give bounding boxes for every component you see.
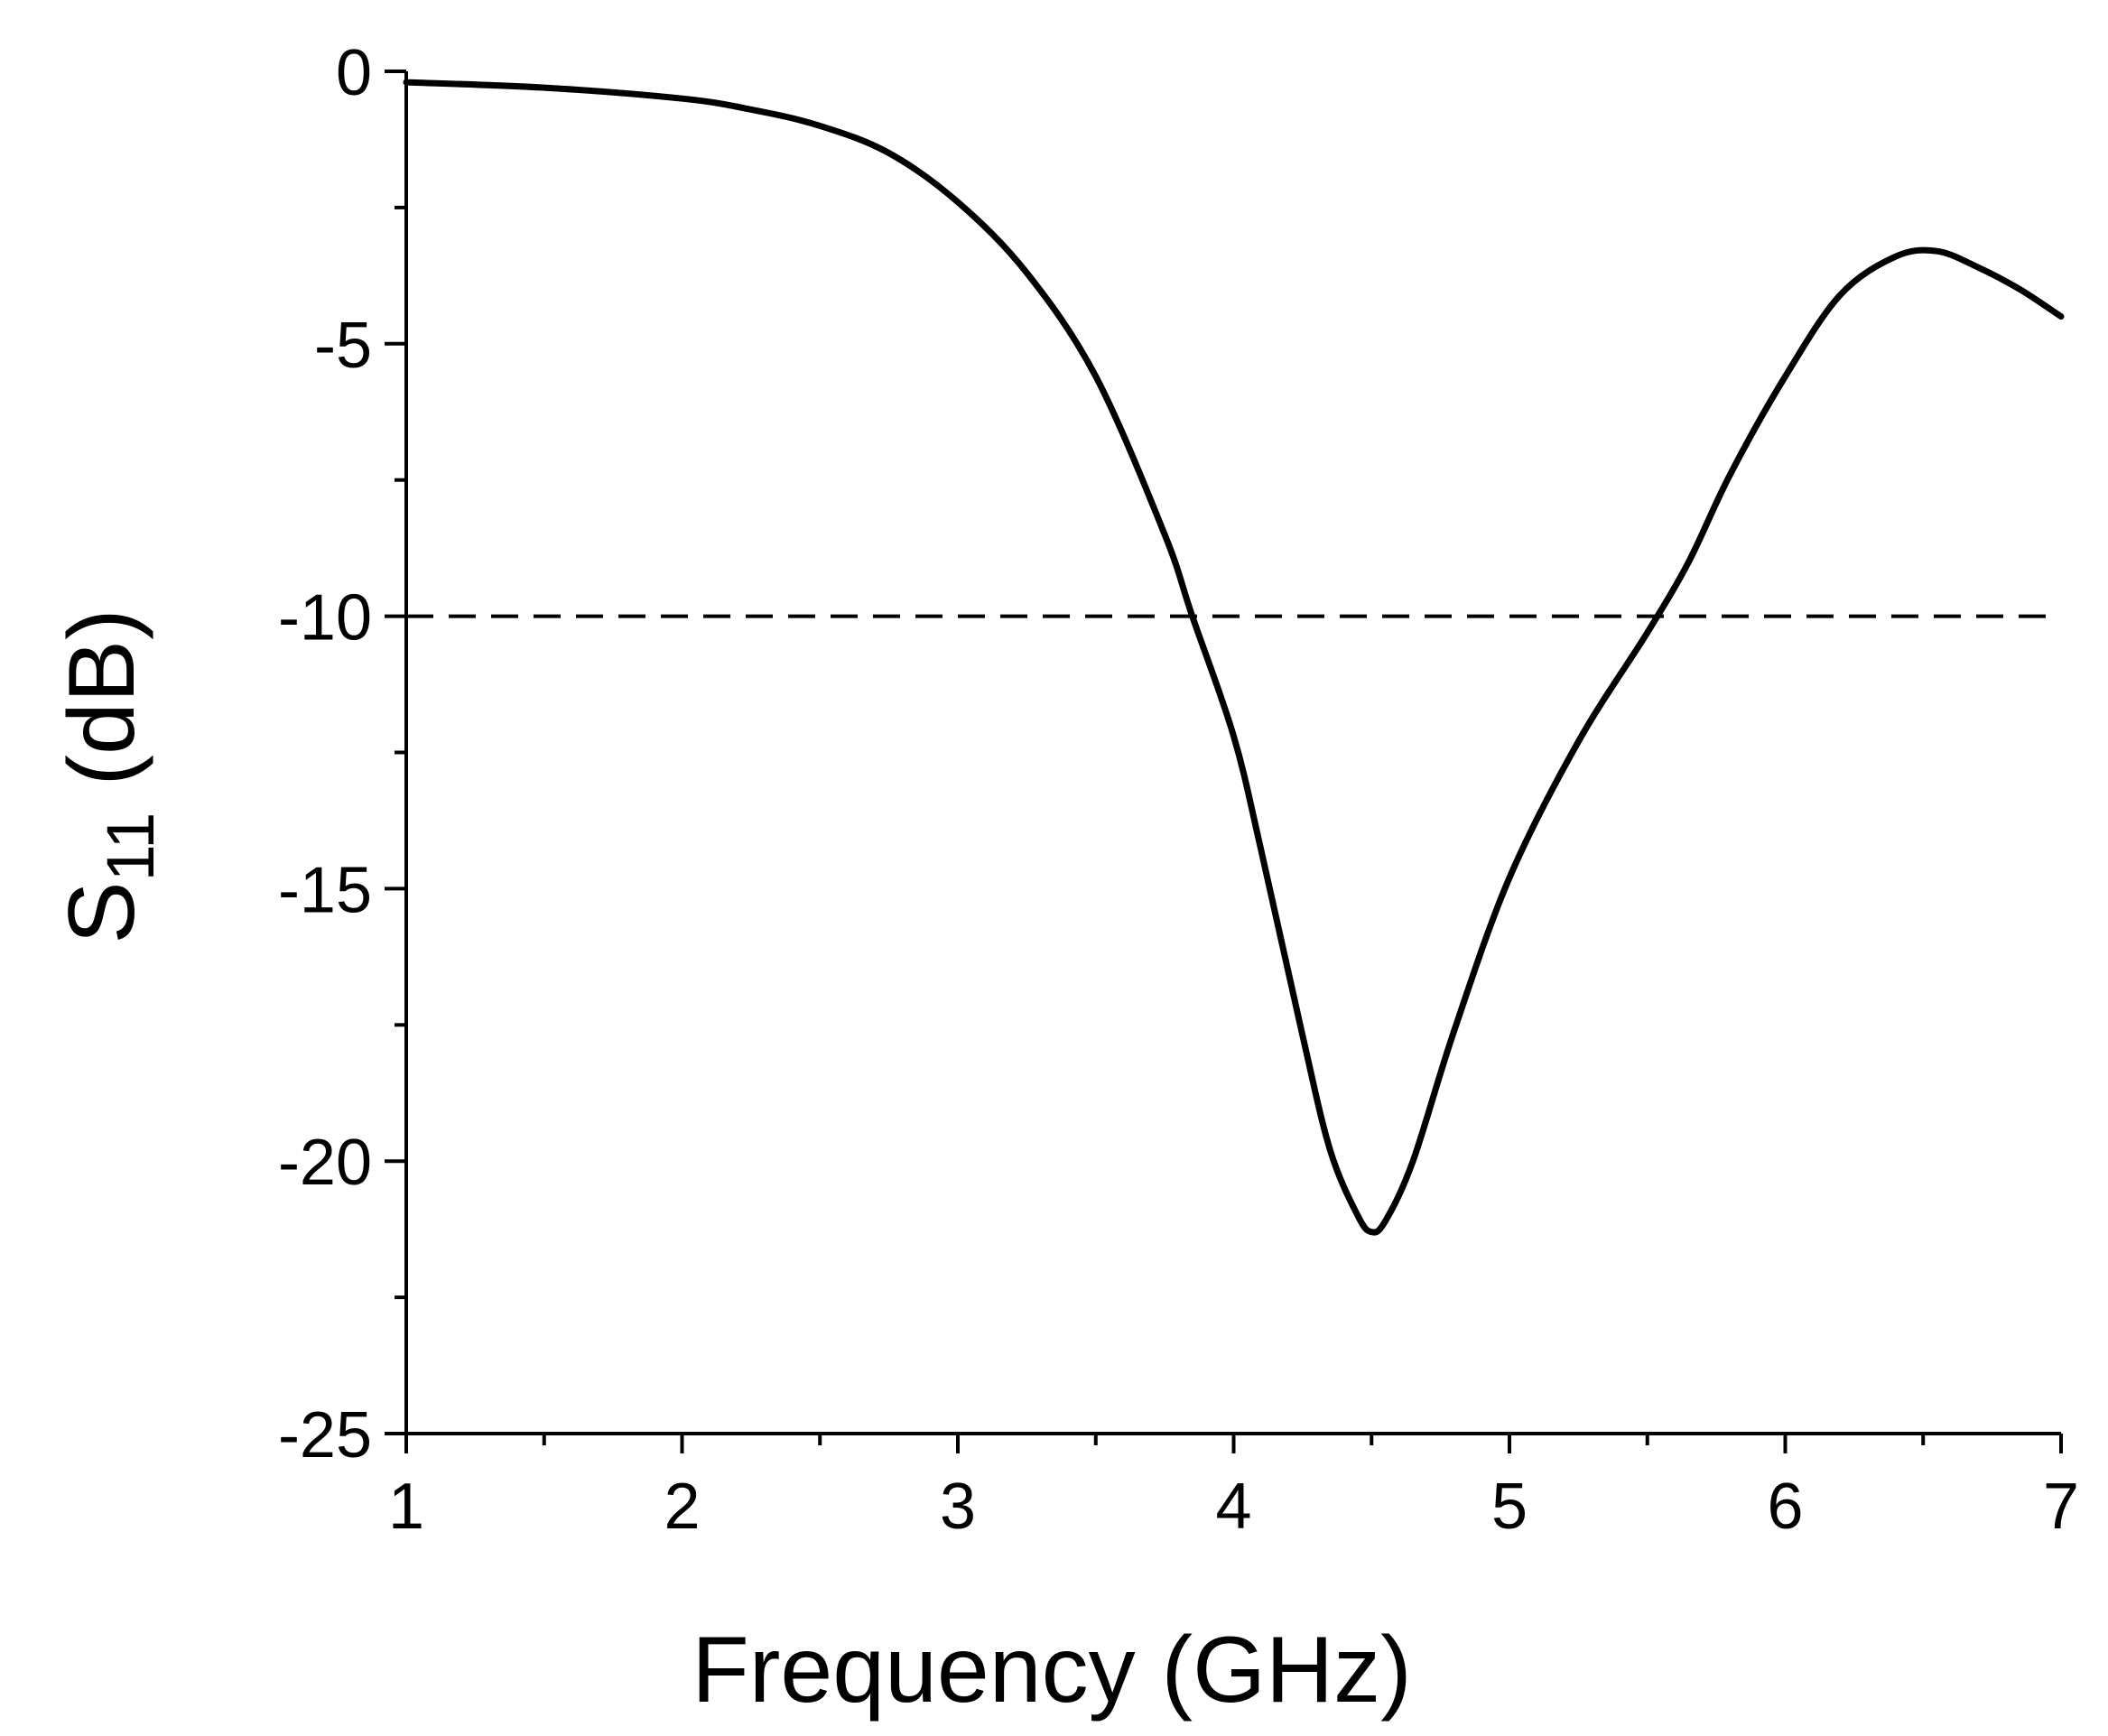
- x-tick-label: 7: [2043, 1471, 2079, 1543]
- y-axis-title: S11 (dB): [50, 608, 168, 944]
- y-tick-label: -10: [278, 582, 372, 654]
- y-axis-title-suffix: (dB): [50, 608, 154, 812]
- y-tick-label: -5: [314, 310, 372, 382]
- x-tick-label: 5: [1491, 1471, 1528, 1543]
- y-tick-label: 0: [336, 37, 372, 109]
- y-tick-label: -15: [278, 854, 372, 926]
- x-axis-title: Frequency (GHz): [692, 1618, 1412, 1722]
- axes: [385, 70, 2063, 1453]
- x-tick-label: 4: [1215, 1471, 1251, 1543]
- x-tick-label: 3: [940, 1471, 976, 1543]
- y-axis-title-base: S: [50, 881, 154, 943]
- x-tick-label: 1: [388, 1471, 424, 1543]
- y-axis-title-subscript: 11: [93, 812, 168, 882]
- x-tick-label: 6: [1767, 1471, 1803, 1543]
- tick-labels: 1 2 3 4 5 6 7 0 -5 -10 -15 -20 -25: [278, 37, 2079, 1543]
- y-tick-label: -20: [278, 1127, 372, 1199]
- x-tick-label: 2: [664, 1471, 700, 1543]
- y-tick-label: -25: [278, 1399, 372, 1471]
- s11-curve: [403, 79, 2065, 1236]
- plot-marks: [403, 79, 2065, 1236]
